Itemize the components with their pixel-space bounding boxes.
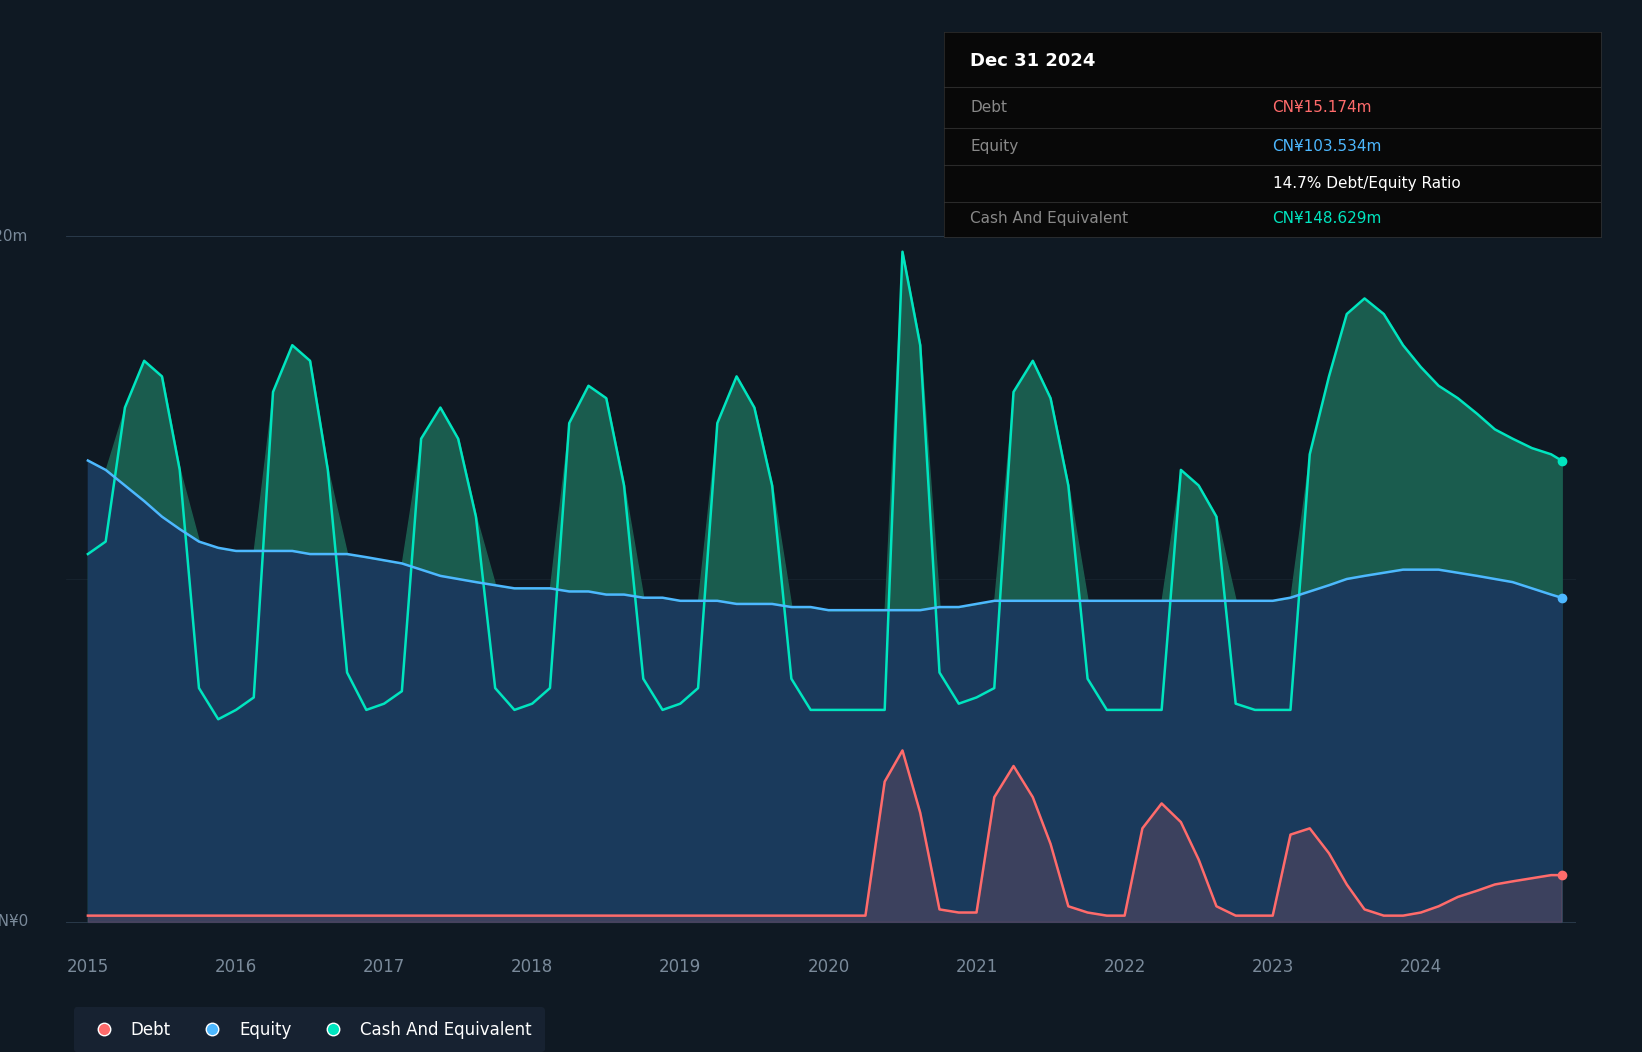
Text: CN¥220m: CN¥220m [0, 228, 28, 244]
Text: Cash And Equivalent: Cash And Equivalent [970, 210, 1128, 226]
Text: CN¥15.174m: CN¥15.174m [1273, 100, 1373, 115]
Text: CN¥148.629m: CN¥148.629m [1273, 210, 1383, 226]
Legend: Debt, Equity, Cash And Equivalent: Debt, Equity, Cash And Equivalent [74, 1008, 545, 1052]
Text: CN¥0: CN¥0 [0, 914, 28, 929]
Text: Dec 31 2024: Dec 31 2024 [970, 53, 1095, 70]
Text: CN¥103.534m: CN¥103.534m [1273, 139, 1383, 154]
Text: Equity: Equity [970, 139, 1018, 154]
Text: Debt: Debt [970, 100, 1008, 115]
Text: 14.7% Debt/Equity Ratio: 14.7% Debt/Equity Ratio [1273, 176, 1460, 190]
